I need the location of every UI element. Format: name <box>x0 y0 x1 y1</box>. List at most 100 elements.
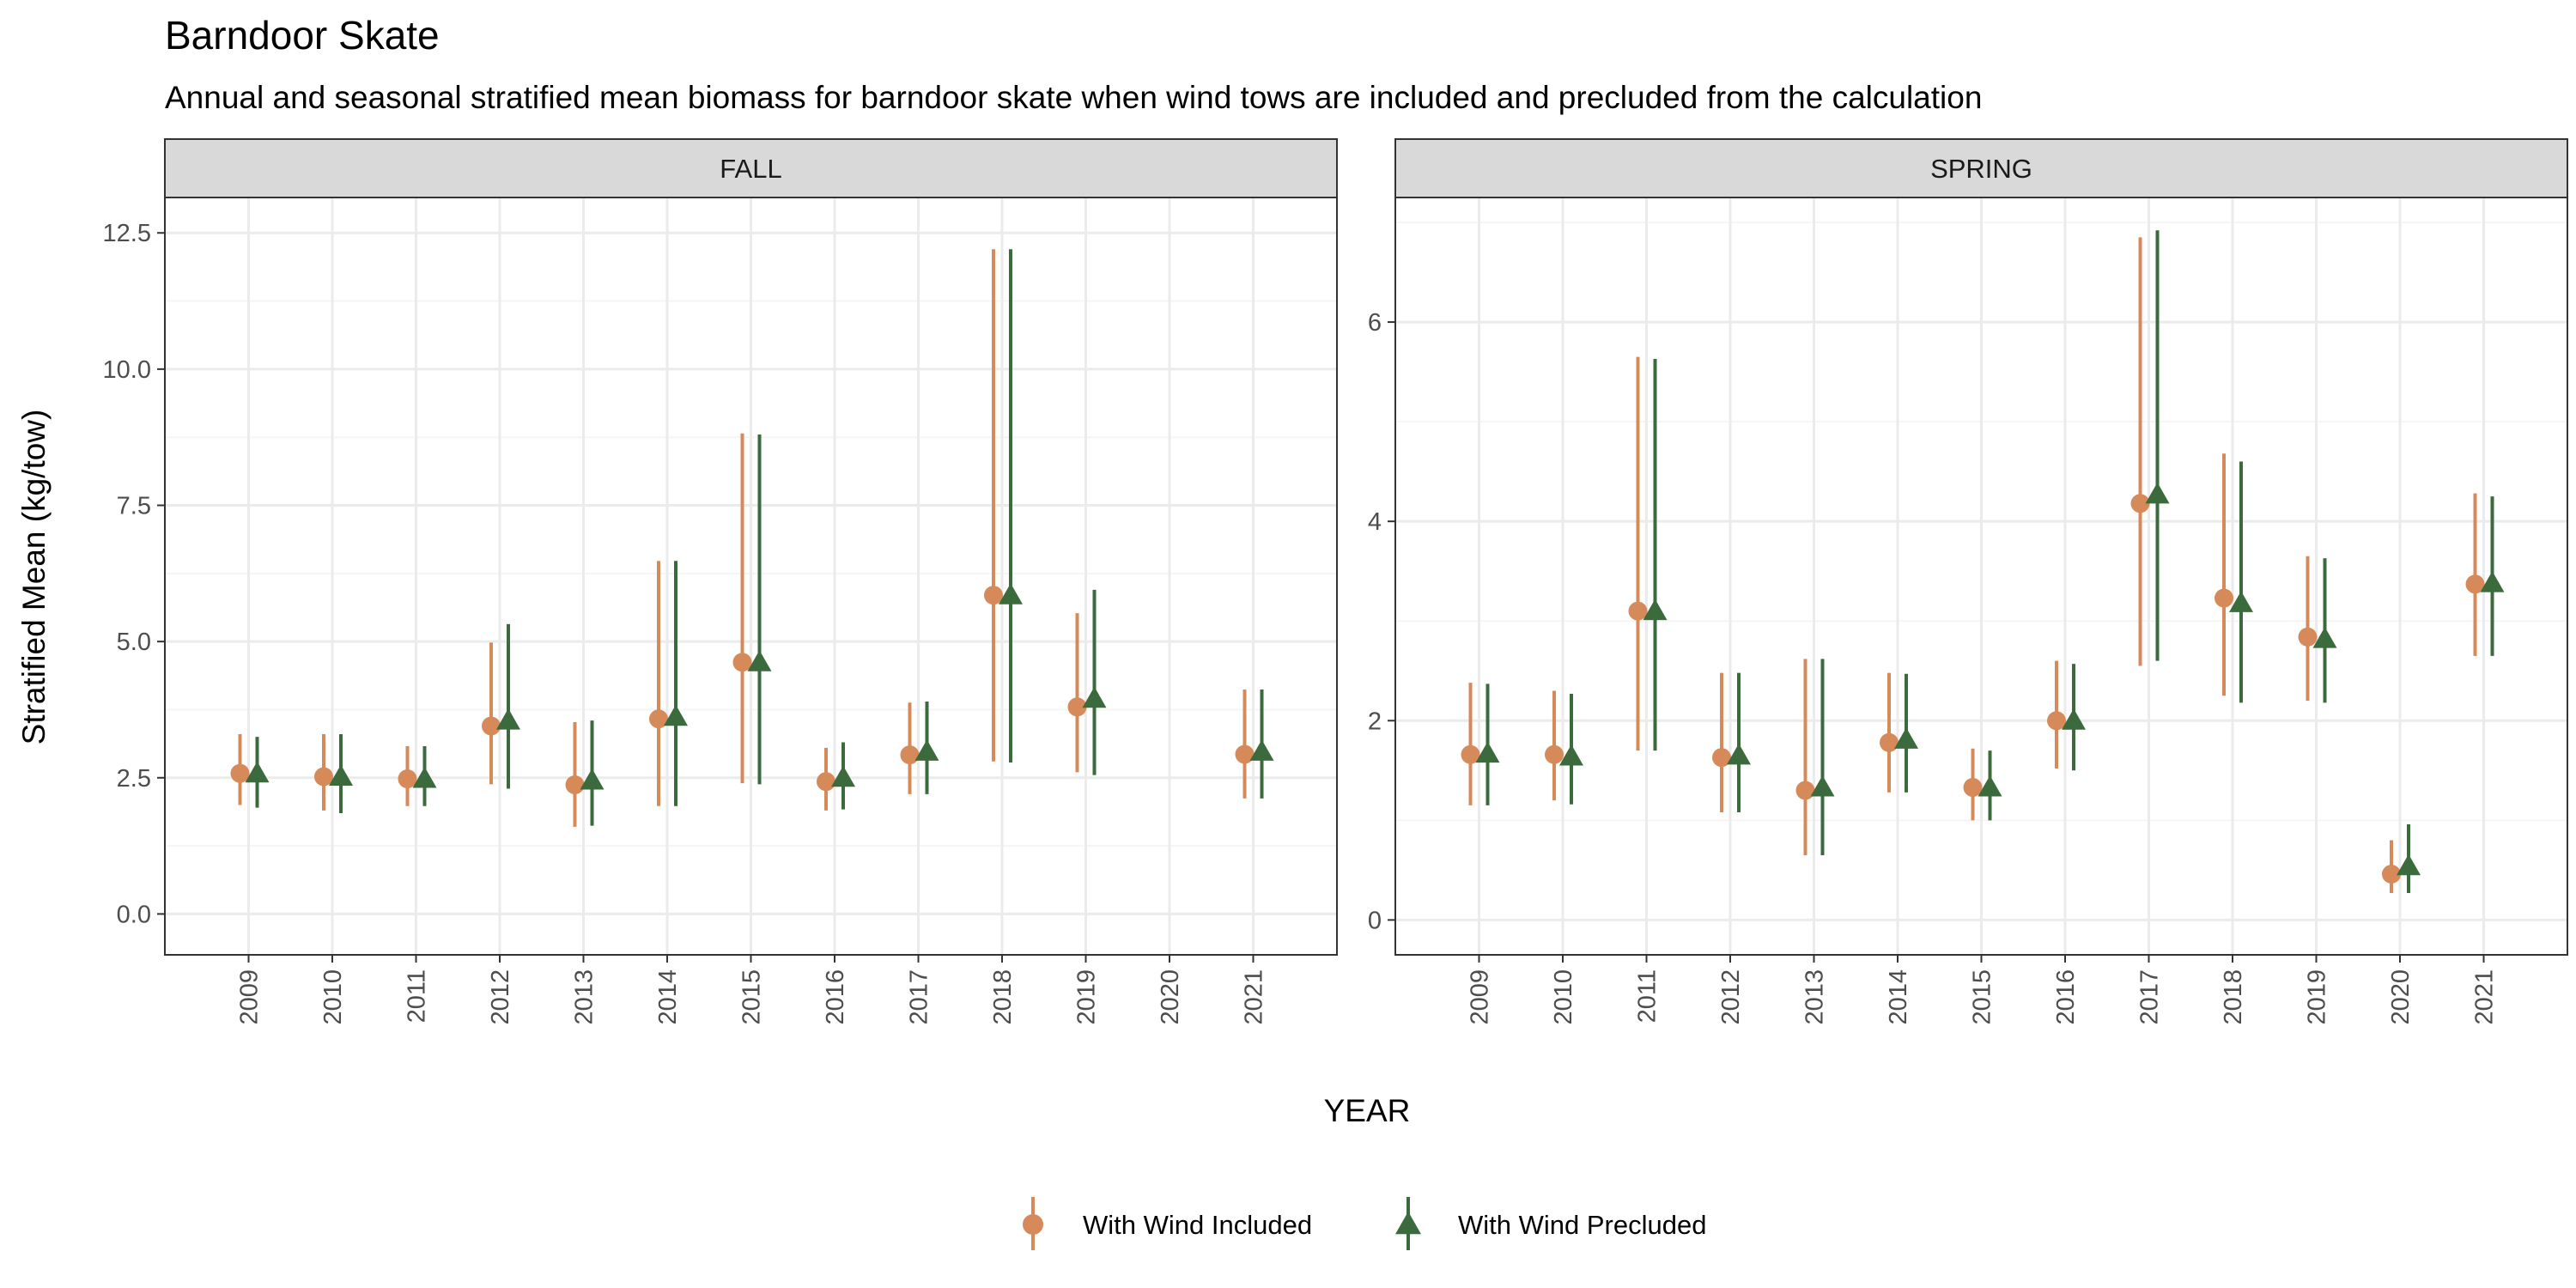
y-tick-label: 0.0 <box>117 901 151 928</box>
facet-strip-label: FALL <box>720 154 781 184</box>
data-point <box>1880 732 1899 752</box>
data-point <box>914 739 939 761</box>
data-point <box>2062 708 2086 730</box>
data-point <box>1795 781 1815 800</box>
x-tick-label: 2015 <box>1969 969 1996 1025</box>
x-tick-label: 2010 <box>1550 969 1577 1025</box>
data-point <box>2382 864 2401 884</box>
x-tick-label: 2009 <box>236 969 264 1025</box>
x-tick-label: 2015 <box>738 969 766 1025</box>
data-point <box>1963 778 1983 798</box>
data-point <box>1643 598 1668 621</box>
data-point <box>329 764 353 787</box>
series-precluded <box>245 249 1274 826</box>
x-tick-label: 2009 <box>1467 969 1494 1025</box>
data-point <box>398 769 417 789</box>
x-tick-label: 2012 <box>487 969 514 1025</box>
data-point <box>1727 743 1751 765</box>
y-axis-title: Stratified Mean (kg/tow) <box>16 410 52 745</box>
data-point <box>747 650 772 671</box>
data-point <box>412 767 437 788</box>
data-point <box>565 775 585 795</box>
x-tick-label: 2019 <box>2304 969 2331 1025</box>
data-point <box>984 586 1003 605</box>
y-tick-label: 6 <box>1368 309 1382 337</box>
y-tick-label: 0 <box>1368 907 1382 934</box>
x-tick-label: 2012 <box>1717 969 1745 1025</box>
data-point <box>482 716 501 736</box>
data-point <box>580 768 605 790</box>
data-point <box>2047 711 2066 731</box>
x-tick-label: 2017 <box>2136 969 2164 1025</box>
x-tick-label: 2020 <box>2387 969 2415 1025</box>
data-point <box>1067 697 1087 717</box>
legend-key-circle <box>1023 1214 1043 1235</box>
data-point <box>2480 571 2505 592</box>
facet-fall: FALL 0.0 2.5 5.0 7.5 10.0 12.5 2009 2010 2011 2012… <box>103 138 1338 1025</box>
data-point <box>1249 739 1274 761</box>
data-point <box>2145 482 2170 504</box>
x-tick-label: 2021 <box>2471 969 2499 1025</box>
data-point <box>1461 744 1480 764</box>
x-tick-label: 2020 <box>1157 969 1184 1025</box>
data-point <box>2397 854 2421 876</box>
data-point <box>230 763 250 783</box>
y-tick-label: 5.0 <box>117 629 151 656</box>
data-point <box>2465 574 2485 594</box>
data-point <box>496 708 520 730</box>
facet-panels: FALL 0.0 2.5 5.0 7.5 10.0 12.5 2009 2010 2011 2012… <box>103 138 2568 1025</box>
x-tick-label: 2021 <box>1241 969 1268 1025</box>
data-point <box>1545 744 1564 764</box>
x-tick-label: 2011 <box>404 969 431 1023</box>
y-tick-label: 4 <box>1368 508 1382 536</box>
x-tick-label: 2016 <box>2052 969 2080 1025</box>
data-point <box>999 583 1023 605</box>
data-point <box>817 772 835 792</box>
data-point <box>1628 601 1648 621</box>
data-point <box>649 709 668 729</box>
data-point <box>900 745 920 765</box>
data-point <box>831 765 855 787</box>
series-included <box>230 249 1255 827</box>
data-point <box>1810 775 1835 797</box>
series-precluded <box>1475 230 2505 894</box>
y-tick-label: 2.5 <box>117 765 151 793</box>
data-point <box>1559 744 1583 766</box>
x-tick-label: 2014 <box>654 969 682 1025</box>
x-tick-label: 2018 <box>989 969 1017 1025</box>
data-point <box>2312 627 2337 648</box>
data-point <box>1978 775 2002 797</box>
chart-title: Barndoor Skate <box>165 13 440 58</box>
legend-item-included: With Wind Included <box>1023 1197 1312 1250</box>
y-tick-label: 12.5 <box>103 220 151 247</box>
x-tick-label: 2011 <box>1634 969 1662 1023</box>
facet-strip <box>1394 138 2568 198</box>
facet-spring: SPRING 0 2 4 6 2009 2010 2011 2012 2013 2014 2015 20… <box>1368 138 2568 1025</box>
data-point <box>2298 627 2318 647</box>
series-included <box>1461 237 2485 894</box>
x-tick-label: 2017 <box>906 969 933 1025</box>
y-tick-label: 2 <box>1368 708 1382 735</box>
data-point <box>2130 494 2150 513</box>
legend-label: With Wind Included <box>1083 1210 1312 1240</box>
legend: With Wind Included With Wind Precluded <box>1023 1197 1706 1250</box>
x-tick-label: 2013 <box>1801 969 1829 1025</box>
data-point <box>664 704 688 726</box>
data-point <box>245 761 270 783</box>
facet-strip-label: SPRING <box>1930 154 2032 184</box>
data-point <box>1475 741 1500 763</box>
legend-label: With Wind Precluded <box>1458 1210 1706 1240</box>
data-point <box>732 653 752 672</box>
chart-subtitle: Annual and seasonal stratified mean biom… <box>165 80 1982 115</box>
x-tick-label: 2013 <box>571 969 598 1025</box>
x-tick-label: 2019 <box>1073 969 1101 1025</box>
data-point <box>2215 588 2233 608</box>
x-axis-title: YEAR <box>1324 1093 1411 1128</box>
x-tick-label: 2018 <box>2220 969 2247 1025</box>
data-point <box>1235 744 1255 764</box>
data-point <box>2229 591 2253 612</box>
x-tick-label: 2010 <box>319 969 347 1025</box>
x-tick-label: 2014 <box>1885 969 1912 1025</box>
